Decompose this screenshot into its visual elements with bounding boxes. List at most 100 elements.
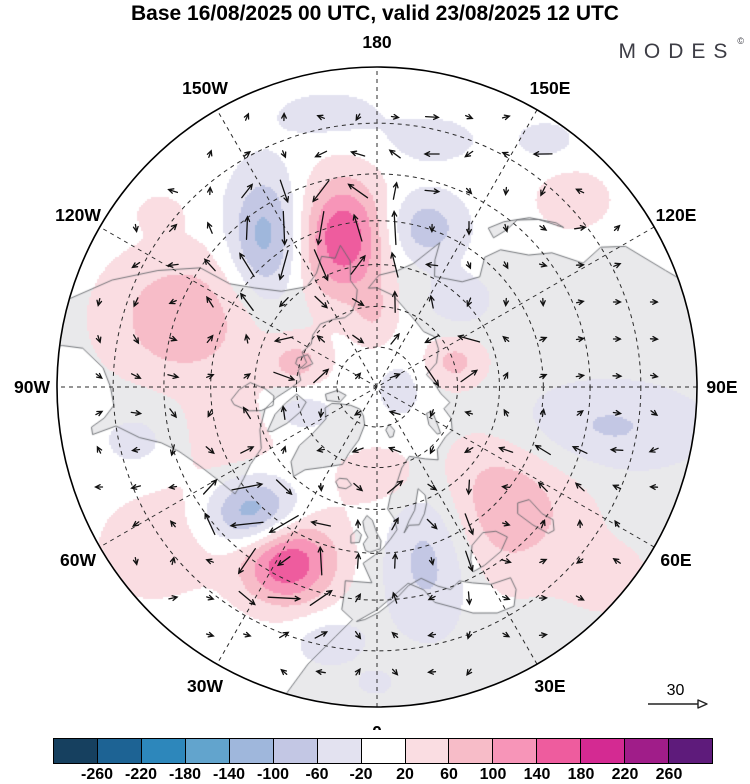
- wind-anomaly-arrow: [130, 484, 142, 490]
- wind-anomaly-arrow: [281, 112, 287, 122]
- wind-anomaly-arrow: [426, 518, 438, 530]
- wind-anomaly-arrow: [130, 410, 143, 416]
- wind-anomaly-arrow: [168, 223, 178, 232]
- wind-anomaly-arrow: [317, 482, 324, 492]
- wind-anomaly-arrow: [391, 591, 398, 604]
- wind-anomaly-arrow: [574, 482, 585, 492]
- wind-anomaly-arrow: [502, 520, 511, 527]
- wind-anomaly-arrow: [279, 179, 290, 204]
- wind-anomaly-arrow: [612, 373, 623, 379]
- wind-anomaly-arrow: [465, 479, 472, 496]
- wind-anomaly-arrow: [243, 631, 252, 638]
- wind-anomaly-arrow: [205, 446, 215, 455]
- lon-label-90E: 90E: [706, 377, 737, 397]
- wind-anomaly-arrow: [130, 373, 142, 379]
- wind-anomaly-arrow: [205, 558, 214, 565]
- wind-anomaly-arrow: [355, 593, 362, 603]
- wind-anomaly-arrow: [169, 444, 176, 457]
- colorbar-cell-3: [185, 739, 230, 763]
- wind-anomaly-arrow: [501, 151, 510, 158]
- wind-anomaly-arrow: [427, 668, 437, 675]
- colorbar-tick-label: -180: [168, 766, 202, 783]
- colorbar-cell-0: [54, 739, 98, 763]
- wind-anomaly-arrow: [428, 294, 435, 309]
- wind-anomaly-arrow: [573, 224, 587, 231]
- wind-anomaly-arrow: [575, 336, 585, 343]
- lon-label-120W: 120W: [55, 205, 101, 225]
- lon-label-30W: 30W: [187, 676, 223, 696]
- wind-anomaly-arrow: [649, 299, 659, 305]
- wind-anomaly-arrow: [464, 410, 474, 417]
- map-overlay-svg: 180 150W 120W 90W 60W 30W 0 30E 60E 90E 120E 150E 30: [14, 32, 738, 730]
- wind-anomaly-arrow: [466, 297, 472, 308]
- wind-anomaly-arrow: [313, 368, 330, 384]
- wind-anomaly-arrow: [315, 669, 326, 675]
- wind-anomaly-arrow: [241, 183, 254, 199]
- wind-anomaly-arrow: [539, 558, 548, 565]
- colorbar-cell-9: [449, 739, 494, 763]
- wind-anomaly-arrow: [575, 299, 585, 306]
- reference-arrow-label: 30: [667, 682, 685, 699]
- wind-anomaly-arrow: [388, 149, 401, 159]
- wind-anomaly-arrow: [539, 224, 548, 231]
- wind-anomaly-arrow: [386, 479, 404, 494]
- wind-anomaly-arrow: [387, 446, 402, 453]
- wind-anomaly-arrow: [498, 446, 514, 453]
- wind-anomaly-arrow: [133, 297, 139, 308]
- wind-anomaly-arrow: [577, 519, 584, 529]
- wind-anomaly-arrow: [278, 249, 289, 281]
- wind-anomaly-arrow: [424, 365, 440, 387]
- wind-anomaly-arrow: [502, 631, 511, 638]
- colorbar-cell-12: [581, 739, 626, 763]
- wind-anomaly-arrow: [206, 149, 213, 158]
- wind-anomaly-arrow: [206, 594, 215, 601]
- wind-anomaly-arrow: [389, 373, 402, 379]
- wind-anomaly-arrow: [354, 630, 362, 640]
- map-boundary-circle: [56, 66, 698, 708]
- colorbar-tick-label: 180: [567, 766, 595, 783]
- wind-anomaly-arrow: [429, 446, 436, 455]
- wind-anomaly-arrow: [614, 519, 621, 528]
- wind-anomaly-arrow: [355, 113, 362, 122]
- wind-anomaly-arrow: [168, 483, 178, 490]
- colorbar-cell-14: [669, 739, 713, 763]
- wind-anomaly-arrow: [423, 151, 440, 157]
- colorbar-tick-label: -220: [124, 766, 158, 783]
- wind-anomaly-arrow: [537, 481, 548, 492]
- wind-anomaly-arrow: [204, 512, 216, 536]
- wind-anomaly-arrow: [649, 335, 659, 342]
- wind-anomaly-arrow: [268, 515, 299, 534]
- lon-label-30E: 30E: [534, 676, 565, 696]
- wind-anomaly-arrow: [278, 297, 289, 308]
- wind-anomaly-arrow: [353, 409, 362, 416]
- wind-anomaly-arrow: [612, 336, 622, 342]
- wind-anomaly-arrow: [207, 408, 214, 418]
- wind-anomaly-arrow: [465, 187, 473, 195]
- wind-anomaly-arrow: [390, 113, 400, 120]
- wind-anomaly-arrow: [309, 589, 333, 606]
- wind-anomaly-arrow: [392, 181, 399, 200]
- colorbar-cell-10: [493, 739, 538, 763]
- wind-anomaly-arrow: [539, 373, 548, 380]
- wind-anomaly-arrow: [502, 261, 509, 270]
- lon-label-150W: 150W: [182, 78, 228, 98]
- wind-anomaly-arrow: [354, 667, 361, 676]
- wind-anomaly-arrow: [503, 186, 510, 196]
- wind-anomaly-arrow: [313, 249, 329, 282]
- wind-anomaly-arrow: [310, 520, 332, 527]
- wind-anomaly-arrow: [239, 292, 254, 311]
- wind-anomaly-arrow: [132, 334, 140, 345]
- wind-anomaly-arrow: [131, 446, 141, 453]
- wind-anomaly-arrow: [202, 478, 218, 495]
- wind-anomaly-arrow: [538, 595, 548, 601]
- wind-anomaly-arrow: [502, 223, 509, 233]
- wind-anomaly-arrow: [463, 447, 474, 454]
- colorbar-labels: -260 -220 -180 -140 -100 -60 -20 20 60 100 140 180 2…: [0, 766, 750, 783]
- wind-anomaly-arrow: [279, 631, 290, 639]
- wind-anomaly-arrow: [464, 150, 474, 158]
- wind-anomaly-arrow: [355, 552, 362, 569]
- wind-anomaly-arrow: [206, 221, 213, 234]
- wind-anomaly-arrow: [613, 262, 622, 269]
- wind-anomaly-arrow: [166, 262, 179, 268]
- wind-anomaly-arrow: [350, 254, 366, 275]
